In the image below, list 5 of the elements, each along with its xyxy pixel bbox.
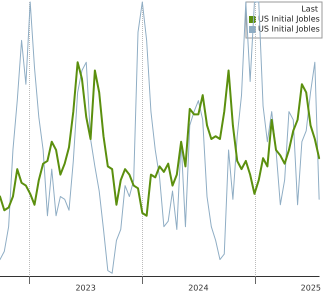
legend-label: US Initial Jobles [258, 24, 320, 34]
x-tick-label: 2025 [300, 284, 321, 292]
x-tick-label: 2024 [188, 284, 209, 292]
legend-title: Last [301, 4, 318, 14]
x-tick-label: 2023 [75, 284, 96, 292]
